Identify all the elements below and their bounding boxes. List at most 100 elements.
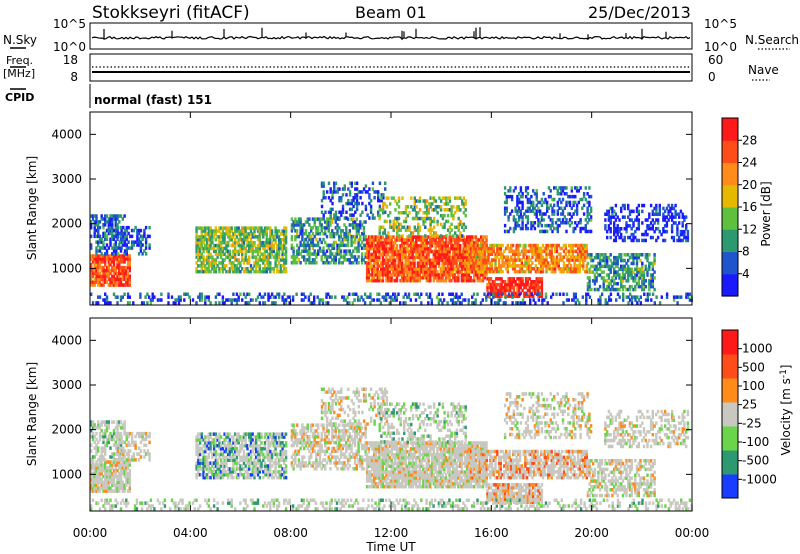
range-gate-cell [378,204,382,209]
range-gate-cell [354,196,357,200]
range-gate-cell [188,295,191,299]
range-gate-cell [105,295,109,299]
range-gate-cell [348,207,352,212]
range-gate-cell [644,255,647,260]
range-gate-cell [109,231,112,236]
range-gate-cell [533,285,537,290]
range-gate-cell [434,264,437,268]
range-gate-cell [123,274,126,279]
range-gate-cell [225,249,228,254]
range-gate-cell [527,261,531,265]
range-gate-cell [221,246,225,251]
range-gate-cell [535,192,538,196]
range-gate-cell [111,268,114,273]
range-gate-cell [274,301,277,305]
range-gate-cell [460,278,464,283]
range-gate-cell [653,255,656,260]
range-gate-cell [221,264,225,268]
range-gate-cell [586,200,589,205]
range-gate-cell [97,474,100,479]
range-gate-cell [204,226,207,230]
range-gate-cell [232,243,235,248]
range-gate-cell [221,238,225,242]
range-gate-cell [334,295,337,299]
range-gate-cell [304,258,308,262]
range-gate-cell [212,264,216,268]
range-gate-cell [381,273,385,277]
range-gate-cell [325,292,328,296]
range-gate-cell [255,255,258,259]
range-gate-cell [460,258,464,262]
range-gate-cell [225,240,228,245]
range-gate-cell [443,264,446,268]
range-gate-cell [529,264,532,268]
range-gate-cell [496,277,500,281]
range-gate-cell [630,232,633,237]
range-gate-cell [575,186,579,190]
range-gate-cell [218,267,221,271]
range-gate-cell [383,258,386,262]
range-gate-cell [97,274,100,279]
range-gate-cell [539,294,542,298]
range-gate-cell [90,480,93,485]
noise-sky-trace [91,27,691,41]
range-gate-cell [524,280,528,284]
range-gate-cell [205,249,209,254]
range-gate-cell [489,249,492,254]
range-gate-cell [555,255,559,259]
range-gate-cell [393,292,397,296]
range-gate-cell [258,232,261,236]
range-gate-cell [304,246,308,250]
range-gate-cell [427,301,430,305]
range-gate-cell [137,240,141,244]
range-gate-cell [576,252,580,256]
range-gate-cell [112,280,116,284]
range-gate-cell [346,217,350,221]
range-gate-cell [541,261,545,265]
range-gate-cell [646,267,649,271]
range-gate-cell [476,252,479,257]
range-gate-cell [357,243,360,248]
range-gate-cell [548,243,552,248]
range-gate-cell [533,288,537,293]
range-gate-cell [503,261,506,265]
range-gate-cell [343,223,346,227]
range-gate-cell [383,298,386,302]
range-gate-cell [432,261,435,265]
range-gate-cell [234,249,237,254]
range-gate-cell [121,295,124,299]
range-gate-cell [248,232,251,236]
range-gate-cell [418,276,421,280]
range-gate-cell [276,292,279,296]
range-gate-cell [575,243,578,248]
range-gate-cell [383,270,386,274]
range-gate-cell [658,206,661,211]
range-gate-cell [635,273,639,277]
range-gate-cell [408,225,411,229]
range-gate-cell [559,258,562,262]
range-gate-cell [539,292,542,296]
range-gate-cell [209,301,212,305]
range-gate-cell [227,240,230,245]
range-gate-cell [611,279,614,283]
range-gate-cell [604,227,607,231]
range-gate-cell [491,288,494,293]
range-gate-cell [380,246,383,251]
range-gate-cell [663,209,667,214]
range-gate-cell [565,298,569,302]
range-gate-cell [524,209,528,213]
range-gate-cell [459,208,462,212]
range-gate-cell [461,225,464,229]
range-gate-cell [367,246,371,251]
range-gate-cell [360,223,364,227]
range-gate-cell [104,271,107,276]
range-gate-cell [423,270,427,274]
range-gate-cell [90,225,93,230]
range-gate-cell [533,243,536,248]
range-gate-cell [244,301,247,305]
range-gate-cell [408,244,411,248]
range-gate-cell [357,240,360,245]
range-gate-cell [281,252,284,256]
range-gate-cell [558,206,561,210]
range-gate-cell [542,229,545,234]
